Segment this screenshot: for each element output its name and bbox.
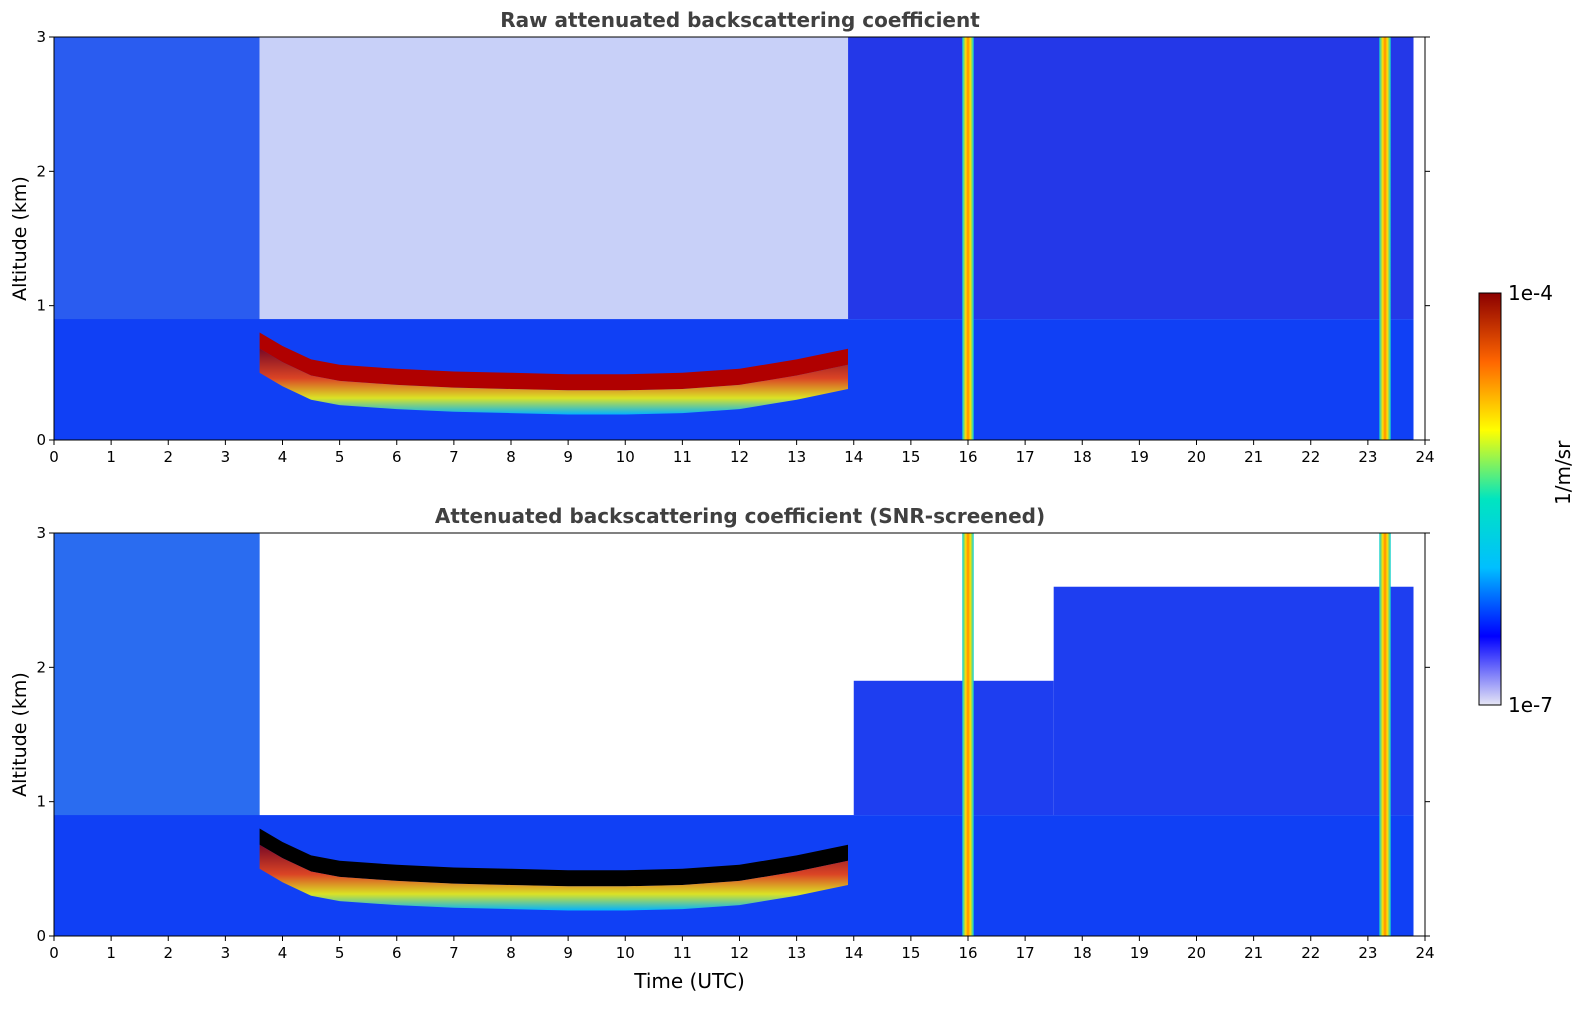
x-tick-label: 22 (1301, 944, 1320, 962)
x-tick-label: 21 (1244, 944, 1263, 962)
x-tick-label: 6 (392, 944, 402, 962)
x-tick-label: 0 (49, 448, 59, 466)
x-tick-label: 0 (49, 944, 59, 962)
x-tick-label: 4 (278, 448, 288, 466)
x-tick-label: 9 (563, 944, 573, 962)
y-tick-label: 2 (36, 658, 46, 676)
y-tick-label: 0 (36, 431, 46, 449)
x-tick-label: 24 (1415, 944, 1434, 962)
x-tick-label: 12 (730, 944, 749, 962)
vertical-feature-1 (962, 37, 974, 440)
x-tick-label: 7 (449, 448, 459, 466)
x-tick-label: 17 (1016, 944, 1035, 962)
x-tick-label: 17 (1016, 448, 1035, 466)
x-axis-label: Time (UTC) (633, 969, 745, 993)
y-tick-label: 1 (36, 793, 46, 811)
panel-2: 0 1 2 3 4 5 6 7 8 9 10 11 12 13 14 15 16 17 18 19 20 21 22 23 24… (9, 524, 1435, 993)
heatmap-area (54, 533, 1425, 936)
x-tick-label: 11 (673, 944, 692, 962)
x-tick-label: 20 (1187, 944, 1206, 962)
top-panel-title: Raw attenuated backscattering coefficien… (500, 8, 980, 32)
layer-band-fringe (259, 844, 849, 911)
x-tick-label: 1 (106, 448, 116, 466)
no-data-region (1413, 37, 1425, 440)
x-tick-label: 12 (730, 448, 749, 466)
x-tick-label: 19 (1130, 944, 1149, 962)
aerosol-region-late (848, 37, 1414, 320)
vertical-feature-2 (1379, 37, 1391, 440)
x-tick-label: 22 (1301, 448, 1320, 466)
x-tick-label: 15 (901, 944, 920, 962)
x-tick-label: 14 (844, 448, 863, 466)
x-tick-label: 11 (673, 448, 692, 466)
x-tick-label: 8 (506, 944, 516, 962)
x-tick-label: 18 (1073, 944, 1092, 962)
y-tick-label: 3 (36, 524, 46, 542)
x-tick-label: 6 (392, 448, 402, 466)
x-tick-label: 19 (1130, 448, 1149, 466)
vertical-feature-2 (1379, 533, 1391, 936)
x-tick-label: 23 (1358, 448, 1377, 466)
x-tick-label: 24 (1415, 448, 1434, 466)
x-tick-label: 23 (1358, 944, 1377, 962)
x-tick-label: 4 (278, 944, 288, 962)
x-tick-label: 14 (844, 944, 863, 962)
x-tick-label: 3 (221, 448, 231, 466)
aerosol-region-mid (853, 680, 1054, 816)
x-tick-label: 2 (163, 944, 173, 962)
bottom-panel-title: Attenuated backscattering coefficient (S… (434, 504, 1046, 528)
y-tick-label: 0 (36, 927, 46, 945)
y-axis-label: Altitude (km) (9, 176, 31, 301)
vertical-feature-1 (962, 533, 974, 936)
x-tick-label: 15 (901, 448, 920, 466)
x-tick-label: 8 (506, 448, 516, 466)
x-tick-label: 7 (449, 944, 459, 962)
x-tick-label: 3 (221, 944, 231, 962)
aerosol-region-early (54, 37, 260, 333)
colorbar (1478, 292, 1502, 706)
heatmap-area (54, 37, 1425, 440)
x-tick-label: 1 (106, 944, 116, 962)
x-tick-label: 13 (787, 944, 806, 962)
x-tick-label: 16 (958, 448, 977, 466)
layer-band (259, 332, 849, 391)
colorbar-unit-label: 1/m/sr (1551, 440, 1575, 505)
y-tick-label: 2 (36, 162, 46, 180)
x-tick-label: 21 (1244, 448, 1263, 466)
x-tick-label: 10 (616, 944, 635, 962)
y-tick-label: 3 (36, 28, 46, 46)
x-tick-label: 10 (616, 448, 635, 466)
colorbar-min-label: 1e-7 (1508, 693, 1553, 717)
panel-1: 0 1 2 3 4 5 6 7 8 9 10 11 12 13 14 15 16 17 18 19 20 21 22 23 24… (9, 28, 1435, 466)
x-tick-label: 18 (1073, 448, 1092, 466)
colorbar-max-label: 1e-4 (1508, 281, 1553, 305)
x-tick-label: 20 (1187, 448, 1206, 466)
y-axis-label: Altitude (km) (9, 672, 31, 797)
layer-band-fringe (259, 348, 849, 415)
x-tick-label: 13 (787, 448, 806, 466)
aerosol-region-early (54, 533, 260, 829)
noise-region-day (259, 37, 849, 360)
x-tick-label: 2 (163, 448, 173, 466)
aerosol-region-late (1053, 586, 1414, 816)
layer-band (259, 828, 849, 887)
x-tick-label: 16 (958, 944, 977, 962)
x-tick-label: 5 (335, 944, 345, 962)
x-tick-label: 9 (563, 448, 573, 466)
x-tick-label: 5 (335, 448, 345, 466)
y-tick-label: 1 (36, 297, 46, 315)
no-data-region (1413, 533, 1425, 936)
